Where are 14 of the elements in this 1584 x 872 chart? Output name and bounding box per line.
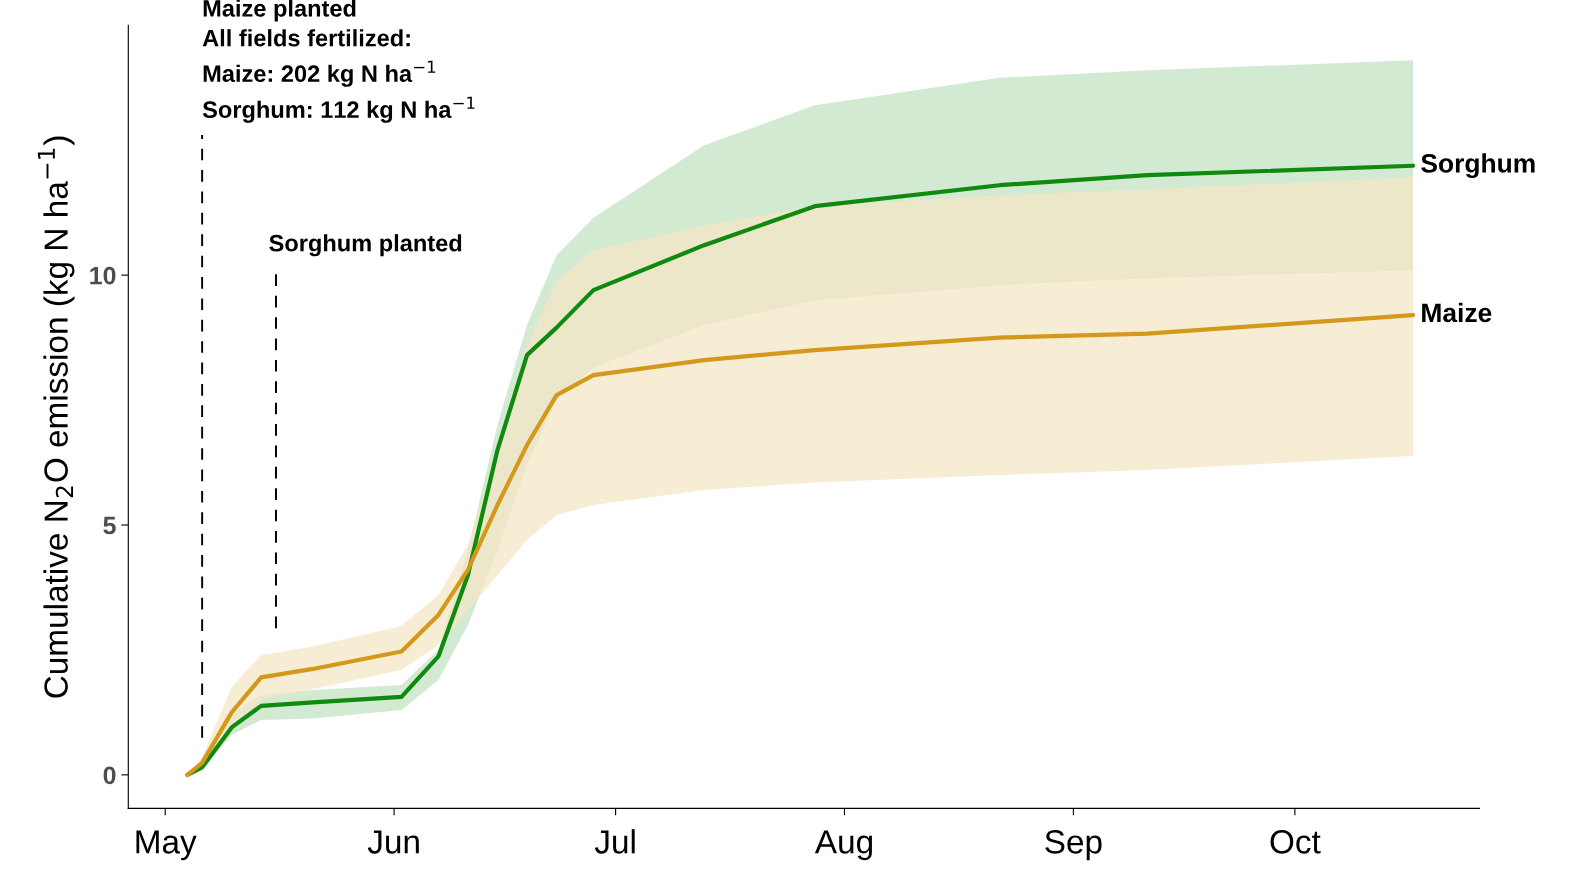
x-tick-label: Jul [594, 829, 635, 854]
x-tick-label: Sep [1045, 830, 1102, 861]
series-label: Maize [1422, 302, 1492, 323]
x-tick-label: Jun [367, 830, 419, 854]
x-tick-label: Oct [1270, 830, 1321, 854]
x-tick-label: May [136, 830, 197, 861]
y-tick-label: 5 [103, 516, 116, 535]
y-tick-label: 0 [103, 766, 116, 785]
text: Maize planted All fields fertilized: Maize: 202 kg N ha$^{−1}$ Sorghum: 112 kg N ha$^{−1}$ [202, 0, 475, 123]
x-tick-label: Aug [814, 830, 872, 861]
y-tick-label: 10 [90, 266, 116, 285]
series-label: Sorghum [1421, 153, 1535, 179]
y-axis-title: Cumulative N$_{2}$O emission (kg N ha$^{−1}$) [37, 136, 75, 698]
ref-line-label: Sorghum planted [269, 234, 462, 257]
